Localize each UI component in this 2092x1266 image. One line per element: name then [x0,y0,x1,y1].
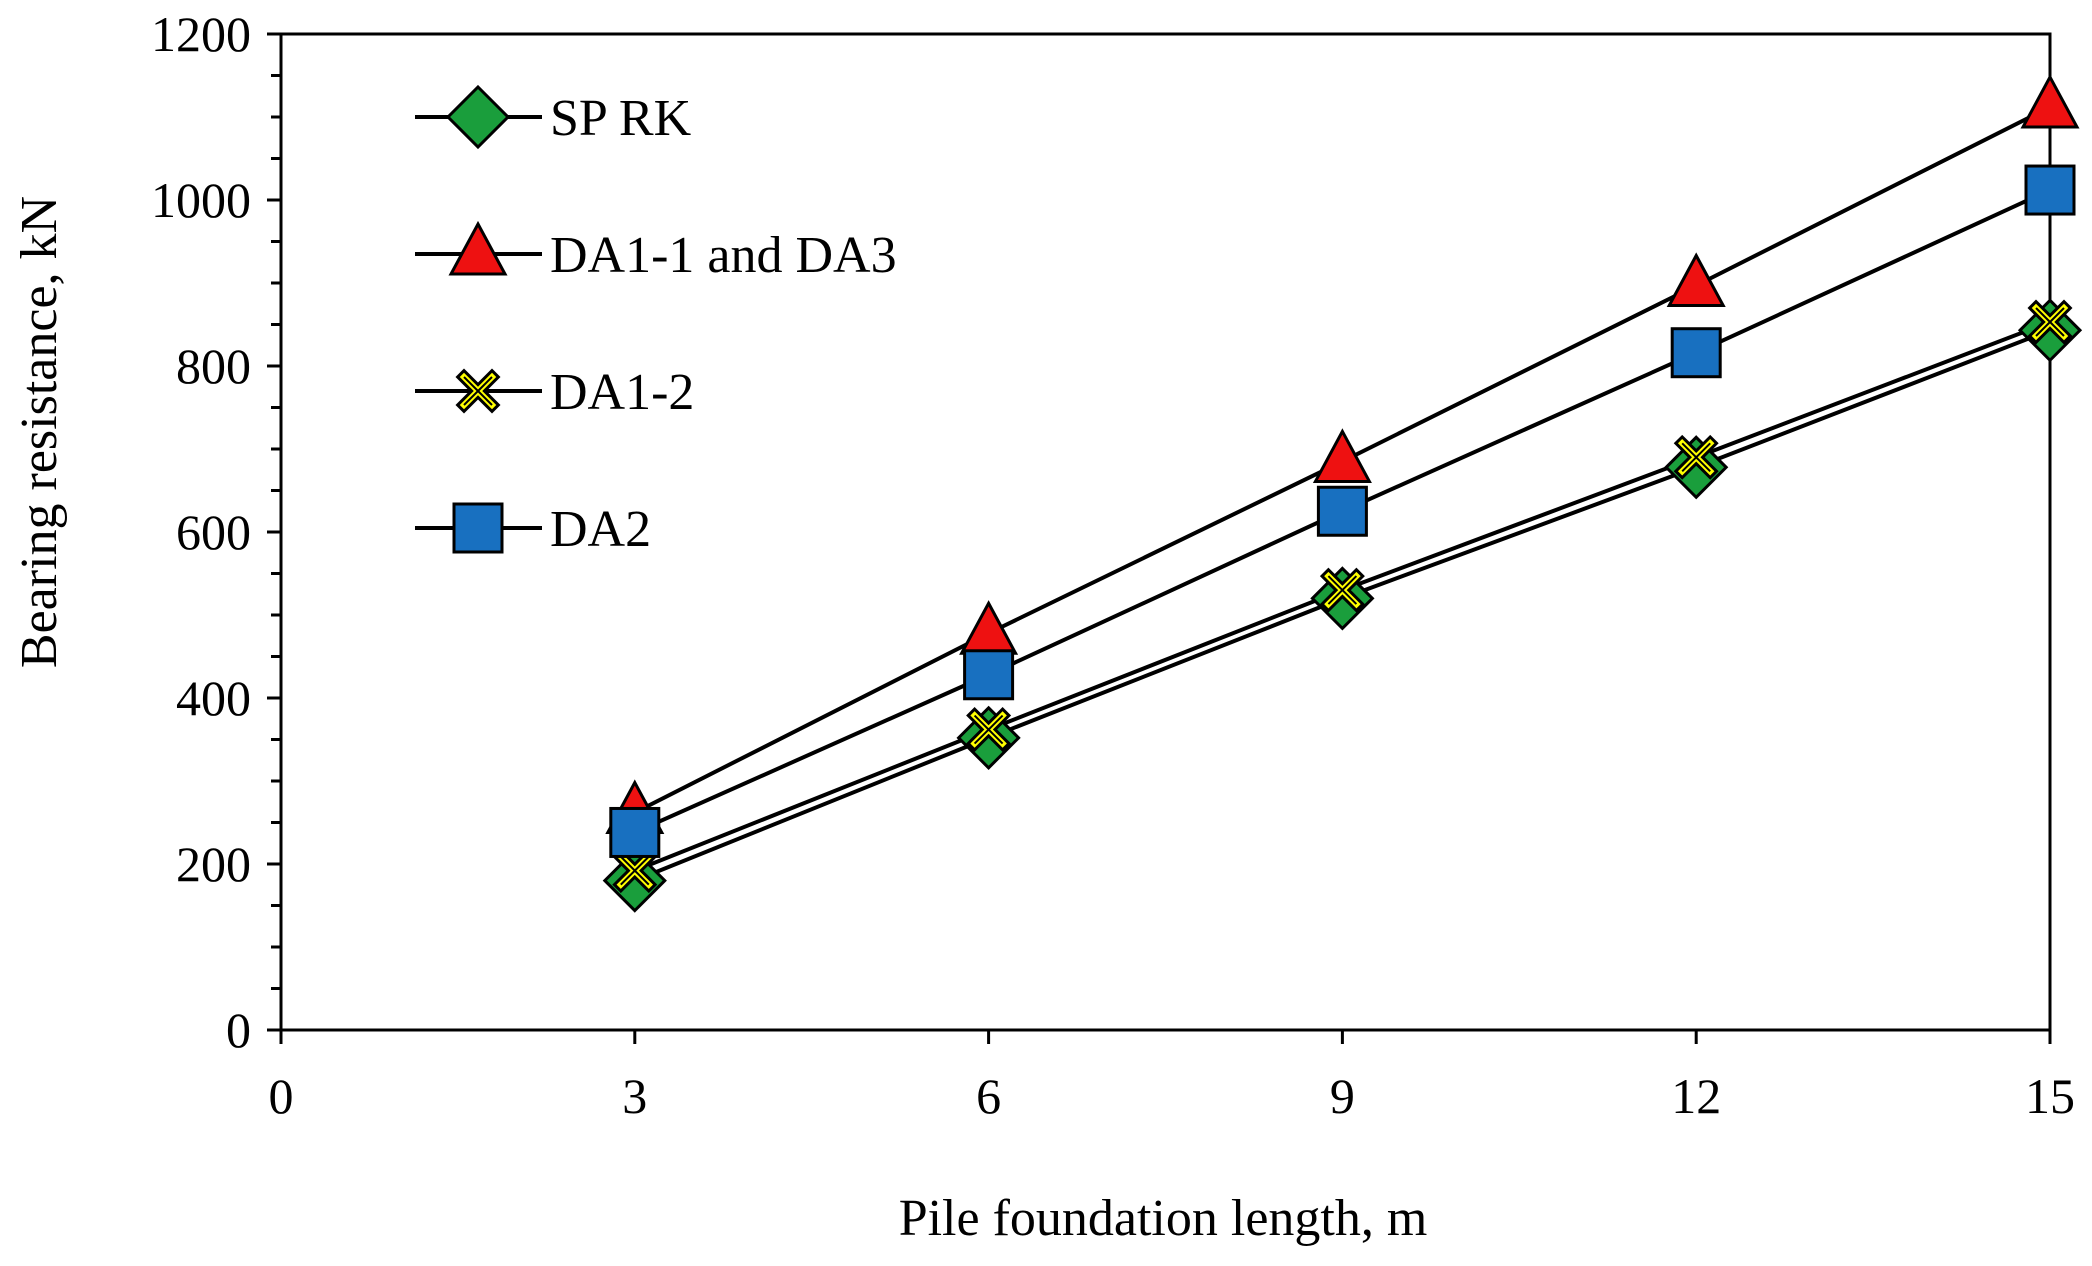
triangle-marker-shape [1666,252,1726,307]
legend-item-3: DA2 [415,501,651,558]
data-point-3-2 [1316,485,1368,537]
square-marker-shape [1670,327,1722,379]
data-point-3-3 [1670,327,1722,379]
triangle-marker-shape [1312,428,1372,483]
triangle-marker-shape [448,220,508,276]
y-tick-label: 600 [176,504,251,560]
y-tick-label: 400 [176,670,251,726]
data-point-0-0 [602,848,667,913]
legend-marker [455,368,501,414]
data-point-2-1 [966,707,1012,753]
x-tick-label: 6 [976,1068,1001,1124]
y-tick-label: 0 [226,1002,251,1058]
legend-marker [452,502,504,554]
diamond-marker-shape [602,848,667,913]
data-point-1-4 [2020,73,2080,129]
x-marker-center [1681,442,1711,473]
x-marker-center [2035,307,2065,337]
y-tick-label: 200 [176,836,251,892]
square-marker-shape [452,502,504,554]
x-tick-label: 9 [1330,1068,1355,1124]
legend-item-2: DA1-2 [415,364,694,421]
legend-label: SP RK [550,90,692,147]
y-tick-label: 1000 [151,172,251,228]
data-point-2-0 [612,848,658,894]
legend-marker [448,220,508,276]
data-point-1-2 [1312,428,1372,483]
legend-label: DA1-1 and DA3 [550,227,897,284]
legend-label: DA1-2 [550,364,694,421]
x-marker-center [463,376,493,406]
legend: SP RK DA1-1 and DA3 DA1-2 DA2 [415,84,897,558]
square-marker-shape [609,806,661,858]
data-point-0-3 [1664,435,1729,500]
x-axis-title: Pile foundation length, m [899,1190,1428,1247]
data-point-3-0 [609,806,661,858]
diamond-marker-shape [445,84,511,150]
x-tick-label: 0 [269,1068,294,1124]
legend-item-0: SP RK [415,84,692,150]
axes-layer: 0 200 400 600 800 1000 1200 0 3 6 9 12 15 [151,6,2075,1124]
x-tick-label: 3 [622,1068,647,1124]
data-point-2-3 [1673,434,1719,480]
data-point-1-1 [959,600,1019,655]
x-tick-label: 15 [2025,1068,2075,1124]
plot-frame [279,32,2052,1032]
y-axis-title: Bearing resistance, kN [11,196,68,668]
square-marker-shape [1316,485,1368,537]
series-markers-layer [602,73,2083,913]
x-tick-label: 12 [1671,1068,1721,1124]
square-marker-shape [963,649,1015,701]
x-marker-center [973,714,1004,745]
data-point-1-3 [1666,252,1726,307]
triangle-marker-shape [959,600,1019,655]
data-point-3-4 [2024,164,2076,216]
data-point-2-2 [1319,567,1365,613]
data-point-3-1 [963,649,1015,701]
legend-marker [445,84,511,150]
x-marker-center [1327,575,1358,605]
data-point-2-4 [2027,299,2073,345]
x-marker-center [620,855,650,886]
triangle-marker-shape [2020,73,2080,129]
y-tick-label: 800 [176,338,251,394]
y-tick-label: 1200 [151,6,251,62]
square-marker-shape [2024,164,2076,216]
legend-label: DA2 [550,501,651,558]
diamond-marker-shape [1664,435,1729,500]
legend-item-1: DA1-1 and DA3 [415,220,897,284]
